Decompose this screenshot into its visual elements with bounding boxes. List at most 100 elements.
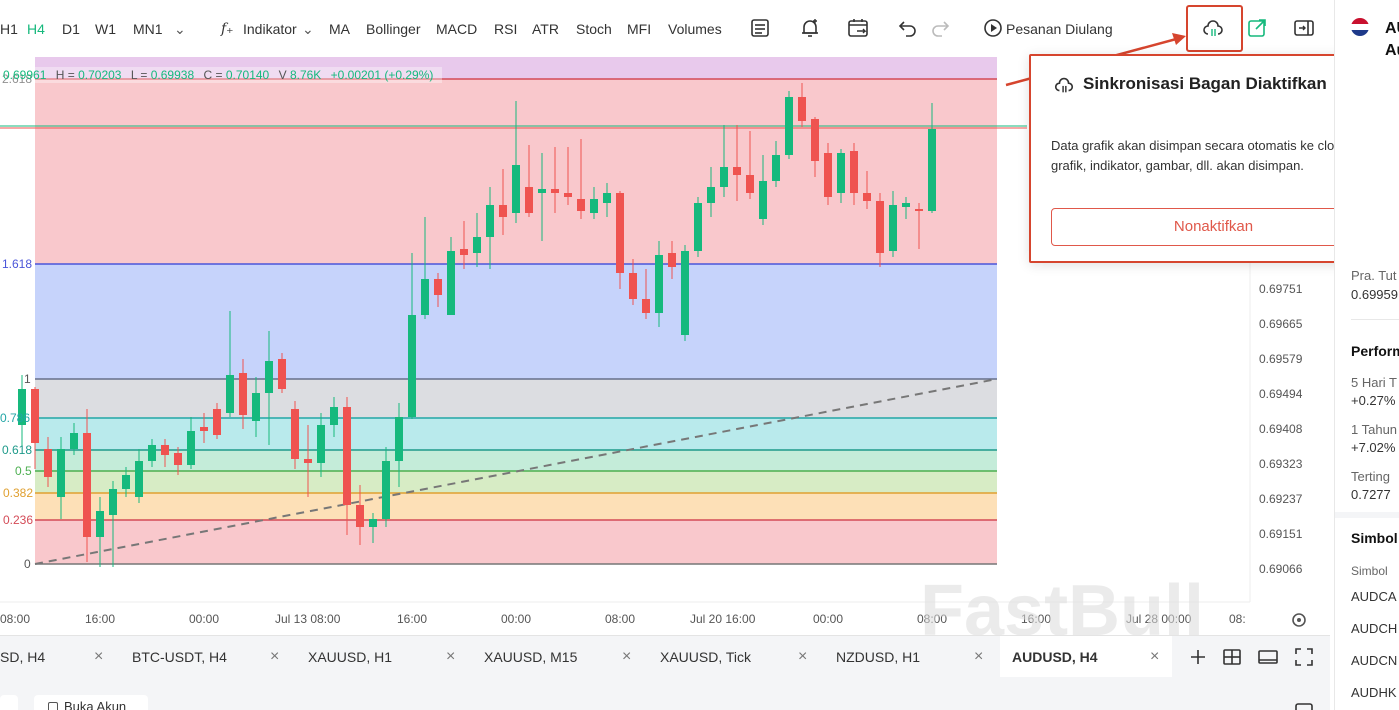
candle-body xyxy=(473,237,481,253)
candle-body xyxy=(889,205,897,251)
open-external-icon[interactable] xyxy=(1245,16,1269,40)
close-icon[interactable]: × xyxy=(270,648,280,665)
tab-label: XAUUSD, Tick xyxy=(660,649,752,665)
indicator-button[interactable]: Indikator xyxy=(243,21,297,37)
tab-label: NZDUSD, H1 xyxy=(836,649,921,665)
tab-btc-usdt-h4[interactable]: BTC-USDT, H4 × xyxy=(120,636,294,678)
indicator-chevron-icon[interactable]: ⌄ xyxy=(302,21,314,37)
fullscreen-icon[interactable] xyxy=(1292,645,1316,669)
collapse-panel-icon[interactable] xyxy=(1292,16,1316,40)
symbol-row[interactable]: AUDCH xyxy=(1351,621,1398,636)
tab-xauusd-h1[interactable]: XAUUSD, H1 × xyxy=(296,636,470,678)
template-icon[interactable] xyxy=(748,16,772,40)
timeframe-h4[interactable]: H4 xyxy=(27,21,45,37)
tab-nzdusd-h1[interactable]: NZDUSD, H1 × xyxy=(824,636,998,678)
candle-body xyxy=(577,199,585,211)
symbol-row[interactable]: AUDCN xyxy=(1351,653,1398,668)
fib-band-1618 xyxy=(35,264,997,379)
indicator-ma[interactable]: MA xyxy=(329,21,350,37)
toolbar: H1 H4 D1 W1 MN1 ⌄ f₊ Indikator ⌄ MA Boll… xyxy=(0,0,1330,57)
ohlc-low: 0.69938 xyxy=(150,68,195,82)
fib-label-0618: 0.618 xyxy=(2,443,32,457)
symbol-row[interactable]: AUDHK xyxy=(1351,685,1397,700)
chart-area[interactable]: 2.618 1.618 1 0.786 0.618 0.5 0.382 0.23… xyxy=(0,57,1330,635)
calendar-replay-icon[interactable] xyxy=(846,16,870,40)
fib-label-1: 1 xyxy=(24,372,31,386)
candle-body xyxy=(720,167,728,187)
disable-sync-button[interactable]: Nonaktifkan xyxy=(1051,208,1376,246)
close-icon[interactable]: × xyxy=(1150,648,1160,665)
open-account-button[interactable]: Buka Akun xyxy=(34,695,148,710)
cloud-sync-icon xyxy=(1053,74,1075,96)
tab-xauusd-tick[interactable]: XAUUSD, Tick × xyxy=(648,636,822,678)
candle-body xyxy=(57,449,65,497)
tab-audusd-h4[interactable]: AUDUSD, H4 × xyxy=(1000,636,1172,678)
indicator-bollinger[interactable]: Bollinger xyxy=(366,21,421,37)
timeframe-mn1[interactable]: MN1 xyxy=(133,21,163,37)
symbol-title: AUD xyxy=(1385,20,1399,37)
cloud-sync-icon[interactable] xyxy=(1201,16,1225,40)
indicator-volumes[interactable]: Volumes xyxy=(668,21,722,37)
symbol-row[interactable]: AUDCA xyxy=(1351,589,1397,604)
close-icon[interactable]: × xyxy=(974,648,984,665)
ohlc-open: 0.69961 xyxy=(3,68,47,82)
candle-body xyxy=(642,299,650,313)
alert-bell-icon[interactable] xyxy=(798,16,822,40)
tab-xauusd-m15[interactable]: XAUUSD, M15 × xyxy=(472,636,646,678)
undo-icon[interactable] xyxy=(896,16,920,40)
window-icon[interactable] xyxy=(1256,645,1280,669)
time-tick: 16:00 xyxy=(85,612,115,626)
candle-body xyxy=(226,375,234,413)
candle-body xyxy=(681,251,689,335)
open-account-label: Buka Akun xyxy=(64,699,127,710)
timeframe-d1[interactable]: D1 xyxy=(62,21,80,37)
close-icon[interactable]: × xyxy=(798,648,808,665)
fib-trend-line[interactable] xyxy=(34,378,998,565)
perf-1y-value: +7.02% xyxy=(1351,440,1396,455)
time-tick: Jul 20 16:00 xyxy=(690,612,756,626)
high-value: 0.7277 xyxy=(1351,487,1391,502)
time-tick: 08:00 xyxy=(0,612,30,626)
perf-5d-label: 5 Hari T xyxy=(1351,375,1397,390)
ohlc-volume: 8.76K xyxy=(289,68,322,82)
candle-body xyxy=(330,407,338,425)
ohlc-close-label: C = xyxy=(203,68,223,82)
tab-label: AUDUSD, H4 xyxy=(1012,649,1098,665)
symbol-subtitle: Au xyxy=(1385,42,1399,59)
close-icon[interactable]: × xyxy=(622,648,632,665)
close-icon[interactable]: × xyxy=(94,648,104,665)
price-chart[interactable]: 2.618 1.618 1 0.786 0.618 0.5 0.382 0.23… xyxy=(0,57,1330,635)
timeframe-w1[interactable]: W1 xyxy=(95,21,116,37)
chart-settings-gear-icon[interactable] xyxy=(1292,613,1306,627)
candle-body xyxy=(616,193,624,273)
layout-grid-icon[interactable] xyxy=(1220,645,1244,669)
redo-icon[interactable] xyxy=(928,16,952,40)
indicator-stoch[interactable]: Stoch xyxy=(576,21,612,37)
candle-body xyxy=(486,205,494,237)
indicator-rsi[interactable]: RSI xyxy=(494,21,518,37)
candle-body xyxy=(525,187,533,213)
candlestick-series xyxy=(18,83,936,567)
time-tick: 16:00 xyxy=(397,612,427,626)
indicator-atr[interactable]: ATR xyxy=(532,21,559,37)
candle-body xyxy=(629,273,637,299)
close-icon[interactable]: × xyxy=(446,648,456,665)
bottom-tab-partial[interactable] xyxy=(0,695,18,710)
indicator-mfi[interactable]: MFI xyxy=(627,21,652,37)
time-tick: 00:00 xyxy=(813,612,843,626)
candle-body xyxy=(460,249,468,255)
indicator-macd[interactable]: MACD xyxy=(436,21,478,37)
timeframe-dropdown-chevron-icon[interactable]: ⌄ xyxy=(174,21,186,37)
tab-sdh4[interactable]: SD, H4 × xyxy=(0,636,118,678)
candle-body xyxy=(772,155,780,181)
candle-body xyxy=(252,393,260,421)
popup-title: Sinkronisasi Bagan Diaktifkan xyxy=(1083,74,1327,93)
replay-button[interactable]: Pesanan Diulang xyxy=(1006,21,1113,37)
timeframe-h1[interactable]: H1 xyxy=(0,21,18,37)
replay-icon[interactable] xyxy=(981,16,1005,40)
add-tab-icon[interactable] xyxy=(1186,645,1210,669)
panel-toggle-icon[interactable] xyxy=(1292,700,1316,710)
symbol-info-sidebar: AUD Au Pra. Tut 0.69959 Perform 5 Hari T… xyxy=(1334,0,1399,710)
symbols-column-label: Simbol xyxy=(1351,564,1388,578)
